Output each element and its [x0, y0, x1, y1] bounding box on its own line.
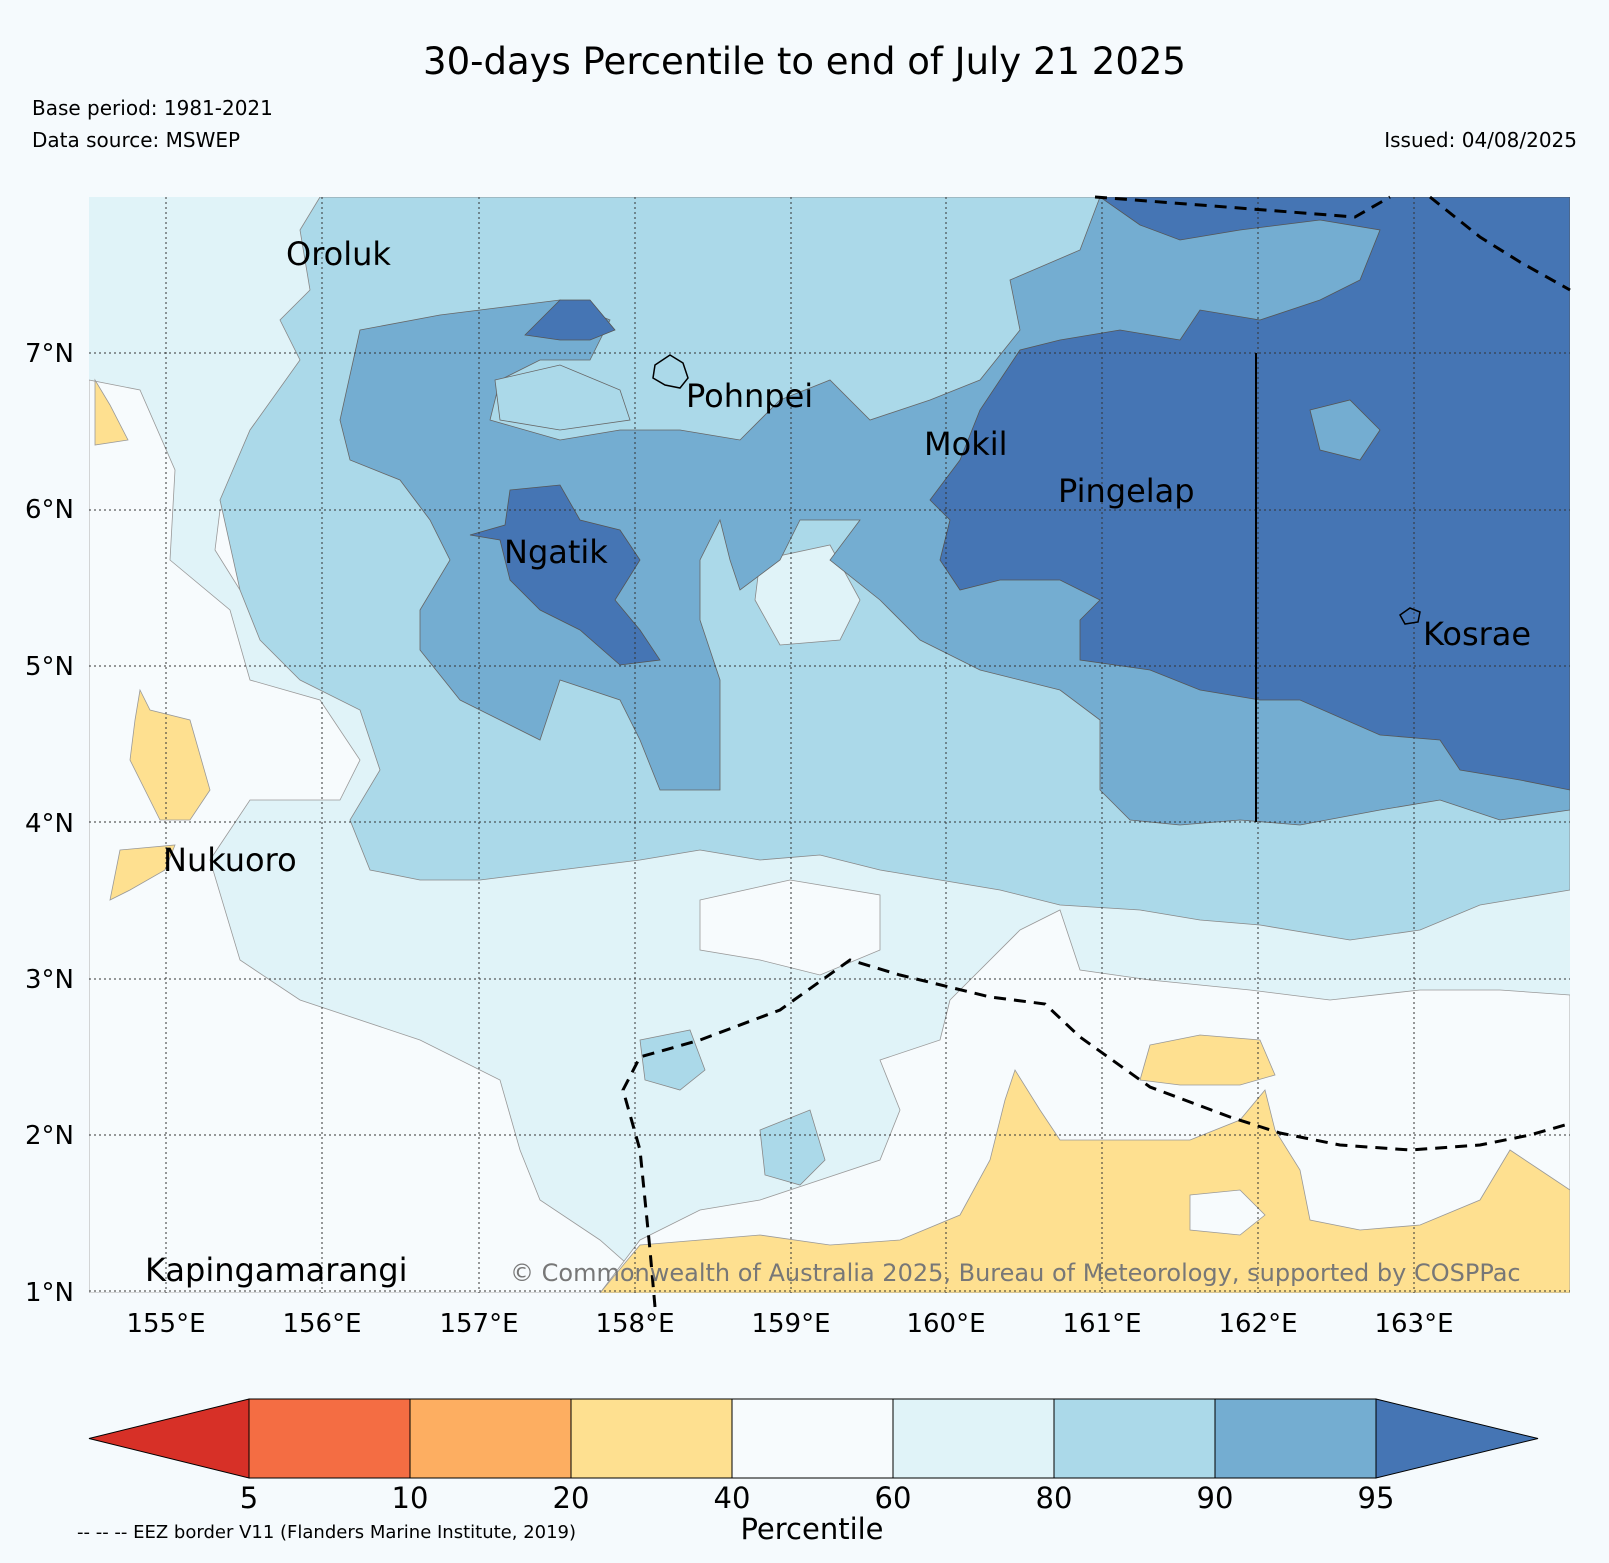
eez-border-south: [621, 958, 1566, 1308]
band-80-90-hole: [754, 544, 861, 646]
lon-tick-160e: 160°E: [906, 1309, 985, 1339]
pohnpei-island-outline: [652, 354, 689, 389]
eez-border-north: [1094, 195, 1391, 219]
issued-date: Issued: 04/08/2025: [1384, 128, 1577, 152]
colorbar-segment: [248, 1398, 411, 1479]
colorbar-segment: [1053, 1398, 1216, 1479]
lon-tick-162e: 162°E: [1218, 1309, 1297, 1339]
colorbar-ticks: 5 10 20 40 60 80 90 95: [240, 1481, 1395, 1515]
cb-tick-80: 80: [1036, 1481, 1073, 1515]
band-40-60-west: [89, 379, 661, 1293]
band-20-40-west-b: [129, 688, 211, 821]
colorbar-label: Percentile: [740, 1512, 883, 1546]
place-kapingamarangi: Kapingamarangi: [145, 1251, 407, 1289]
colorbar-segment: [409, 1398, 572, 1479]
band-20-40-south: [599, 1069, 1570, 1293]
latitude-ticks: 7°N 6°N 5°N 4°N 3°N 2°N 1°N: [25, 339, 74, 1308]
place-nukuoro: Nukuoro: [163, 841, 297, 879]
colorbar-segment: [1214, 1398, 1377, 1479]
lat-tick-7n: 7°N: [25, 339, 74, 369]
band-20-40-south-hole: [1189, 1189, 1266, 1236]
colorbar-segment-below-5: [88, 1398, 250, 1479]
copyright-text: © Commonwealth of Australia 2025, Bureau…: [510, 1259, 1521, 1287]
place-oroluk: Oroluk: [286, 235, 391, 273]
longitude-ticks: 155°E 156°E 157°E 158°E 159°E 160°E 161°…: [126, 1309, 1453, 1339]
band-80-90-southern-b: [759, 1109, 826, 1186]
percentile-field: [89, 197, 1570, 1293]
lon-tick-156e: 156°E: [282, 1309, 361, 1339]
lon-tick-155e: 155°E: [126, 1309, 205, 1339]
lat-tick-4n: 4°N: [25, 809, 74, 839]
cb-tick-10: 10: [392, 1481, 429, 1515]
place-pingelap: Pingelap: [1058, 472, 1195, 510]
base-period: Base period: 1981-2021: [32, 96, 273, 120]
place-mokil: Mokil: [924, 425, 1008, 463]
lon-tick-163e: 163°E: [1374, 1309, 1453, 1339]
cb-tick-40: 40: [714, 1481, 751, 1515]
colorbar: [88, 1398, 1539, 1479]
band-95-plus-ngatik: [469, 484, 661, 666]
graticule: [89, 197, 1570, 1293]
cb-tick-60: 60: [875, 1481, 912, 1515]
colorbar-segment: [731, 1398, 894, 1479]
band-95-plus-north: [524, 299, 616, 341]
band-20-40-south-isle: [1139, 1034, 1276, 1086]
cb-tick-5: 5: [240, 1481, 258, 1515]
eez-border-northeast: [1429, 195, 1571, 292]
cb-tick-90: 90: [1197, 1481, 1234, 1515]
band-80-90-southern: [639, 1029, 706, 1091]
eez-legend-note: -- -- -- EEZ border V11 (Flanders Marine…: [77, 1522, 577, 1543]
band-95-plus-east: [929, 197, 1570, 791]
cb-tick-20: 20: [553, 1481, 590, 1515]
lon-tick-159e: 159°E: [751, 1309, 830, 1339]
colorbar-segment: [570, 1398, 733, 1479]
lat-tick-6n: 6°N: [25, 495, 74, 525]
lon-tick-158e: 158°E: [595, 1309, 674, 1339]
lat-tick-1n: 1°N: [25, 1278, 74, 1308]
colorbar-segment: [892, 1398, 1055, 1479]
data-source: Data source: MSWEP: [32, 128, 241, 152]
lat-tick-3n: 3°N: [25, 965, 74, 995]
band-90-95-hole: [494, 364, 631, 431]
map-title: 30-days Percentile to end of July 21 202…: [423, 40, 1186, 83]
kosrae-island-outline: [1399, 607, 1421, 625]
place-kosrae: Kosrae: [1423, 615, 1531, 653]
band-20-40-west-c: [109, 844, 176, 901]
eez-borders: [621, 195, 1571, 1308]
place-ngatik: Ngatik: [504, 533, 608, 571]
lon-tick-161e: 161°E: [1062, 1309, 1141, 1339]
band-40-60-south: [599, 909, 1570, 1293]
colorbar-segment-above-95: [1375, 1398, 1539, 1479]
lon-tick-157e: 157°E: [439, 1309, 518, 1339]
cb-tick-95: 95: [1358, 1481, 1395, 1515]
band-40-60-central: [699, 879, 881, 976]
place-pohnpei: Pohnpei: [686, 377, 813, 415]
lat-tick-5n: 5°N: [25, 652, 74, 682]
band-95-plus-east-hole: [1309, 399, 1381, 461]
band-20-40-west-a: [94, 378, 129, 446]
lat-tick-2n: 2°N: [25, 1121, 74, 1151]
